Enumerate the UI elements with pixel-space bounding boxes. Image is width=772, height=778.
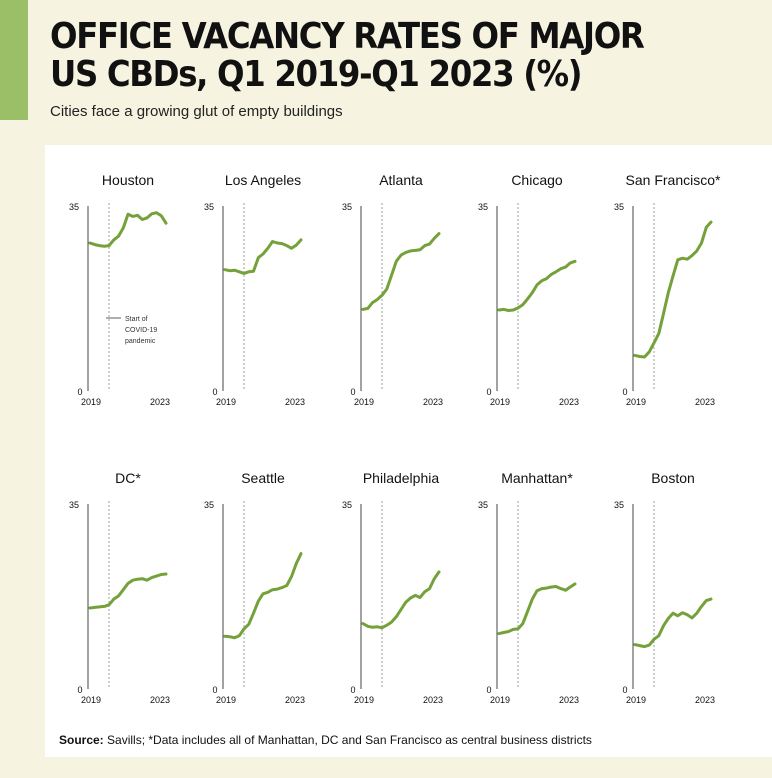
series-line-chicago [497, 259, 577, 312]
chart-title-philadelphia: Philadelphia [363, 470, 439, 486]
x-tick-end-los-angeles: 2023 [285, 397, 305, 407]
chart-title-dc: DC* [115, 470, 141, 486]
x-tick-start-houston: 2019 [81, 397, 101, 407]
charts-panel: Houston 35 0 2019 2023 Start of COVID-19 pandem… [45, 145, 772, 757]
y-tick-max-manhattan: 35 [478, 500, 488, 510]
chart-title-atlanta: Atlanta [379, 172, 423, 188]
y-tick-zero-houston: 0 [77, 387, 82, 397]
series-line-manhattan [497, 582, 577, 636]
y-tick-max-boston: 35 [614, 500, 624, 510]
y-tick-zero-manhattan: 0 [486, 685, 491, 695]
x-tick-end-san-francisco: 2023 [695, 397, 715, 407]
source-label: Source: [59, 733, 104, 747]
x-tick-end-atlanta: 2023 [423, 397, 443, 407]
x-tick-end-dc: 2023 [150, 695, 170, 705]
x-tick-end-chicago: 2023 [559, 397, 579, 407]
chart-title-chicago: Chicago [511, 172, 563, 188]
series-line-san-francisco [633, 220, 713, 359]
y-tick-zero-seattle: 0 [212, 685, 217, 695]
x-tick-start-boston: 2019 [626, 695, 646, 705]
source-text: Savills; *Data includes all of Manhattan… [107, 733, 592, 747]
x-tick-end-boston: 2023 [695, 695, 715, 705]
y-tick-max-san-francisco: 35 [614, 202, 624, 212]
y-tick-zero-chicago: 0 [486, 387, 491, 397]
series-line-boston [633, 597, 713, 649]
y-tick-zero-san-francisco: 0 [622, 387, 627, 397]
source-note: Source: Savills; *Data includes all of M… [59, 733, 592, 747]
y-tick-max-atlanta: 35 [342, 202, 352, 212]
y-tick-max-philadelphia: 35 [342, 500, 352, 510]
y-tick-max-los-angeles: 35 [204, 202, 214, 212]
covid-annotation-text-1: COVID-19 [125, 327, 157, 334]
y-tick-zero-dc: 0 [77, 685, 82, 695]
y-tick-max-dc: 35 [69, 500, 79, 510]
x-tick-end-houston: 2023 [150, 397, 170, 407]
chart-title-boston: Boston [651, 470, 695, 486]
chart-title-los-angeles: Los Angeles [225, 172, 301, 188]
series-line-houston [88, 211, 168, 248]
x-tick-start-dc: 2019 [81, 695, 101, 705]
x-tick-start-san-francisco: 2019 [626, 397, 646, 407]
x-tick-start-chicago: 2019 [490, 397, 510, 407]
y-tick-zero-atlanta: 0 [350, 387, 355, 397]
x-tick-end-manhattan: 2023 [559, 695, 579, 705]
x-tick-start-los-angeles: 2019 [216, 397, 236, 407]
y-tick-max-houston: 35 [69, 202, 79, 212]
y-tick-zero-boston: 0 [622, 685, 627, 695]
x-tick-start-philadelphia: 2019 [354, 695, 374, 705]
chart-title-houston: Houston [102, 172, 154, 188]
y-tick-max-seattle: 35 [204, 500, 214, 510]
chart-title-san-francisco: San Francisco* [626, 172, 721, 188]
chart-title: OFFICE VACANCY RATES OF MAJOR US CBDs, Q… [50, 18, 689, 94]
series-line-dc [88, 572, 168, 610]
series-line-atlanta [361, 232, 441, 311]
covid-annotation-text-0: Start of [125, 316, 148, 323]
x-tick-start-seattle: 2019 [216, 695, 236, 705]
chart-title-line2: US CBDs, Q1 2019-Q1 2023 (%) [50, 54, 583, 95]
y-tick-zero-los-angeles: 0 [212, 387, 217, 397]
accent-bar [0, 0, 28, 120]
covid-annotation-text-2: pandemic [125, 338, 156, 345]
x-tick-start-manhattan: 2019 [490, 695, 510, 705]
x-tick-start-atlanta: 2019 [354, 397, 374, 407]
chart-title-manhattan: Manhattan* [501, 470, 573, 486]
y-tick-max-chicago: 35 [478, 202, 488, 212]
series-line-los-angeles [223, 238, 303, 275]
chart-title-seattle: Seattle [241, 470, 285, 486]
x-tick-end-seattle: 2023 [285, 695, 305, 705]
chart-title-line1: OFFICE VACANCY RATES OF MAJOR [50, 16, 645, 57]
chart-subtitle: Cities face a growing glut of empty buil… [50, 103, 343, 120]
series-line-seattle [223, 552, 303, 640]
series-line-philadelphia [361, 570, 441, 630]
x-tick-end-philadelphia: 2023 [423, 695, 443, 705]
y-tick-zero-philadelphia: 0 [350, 685, 355, 695]
